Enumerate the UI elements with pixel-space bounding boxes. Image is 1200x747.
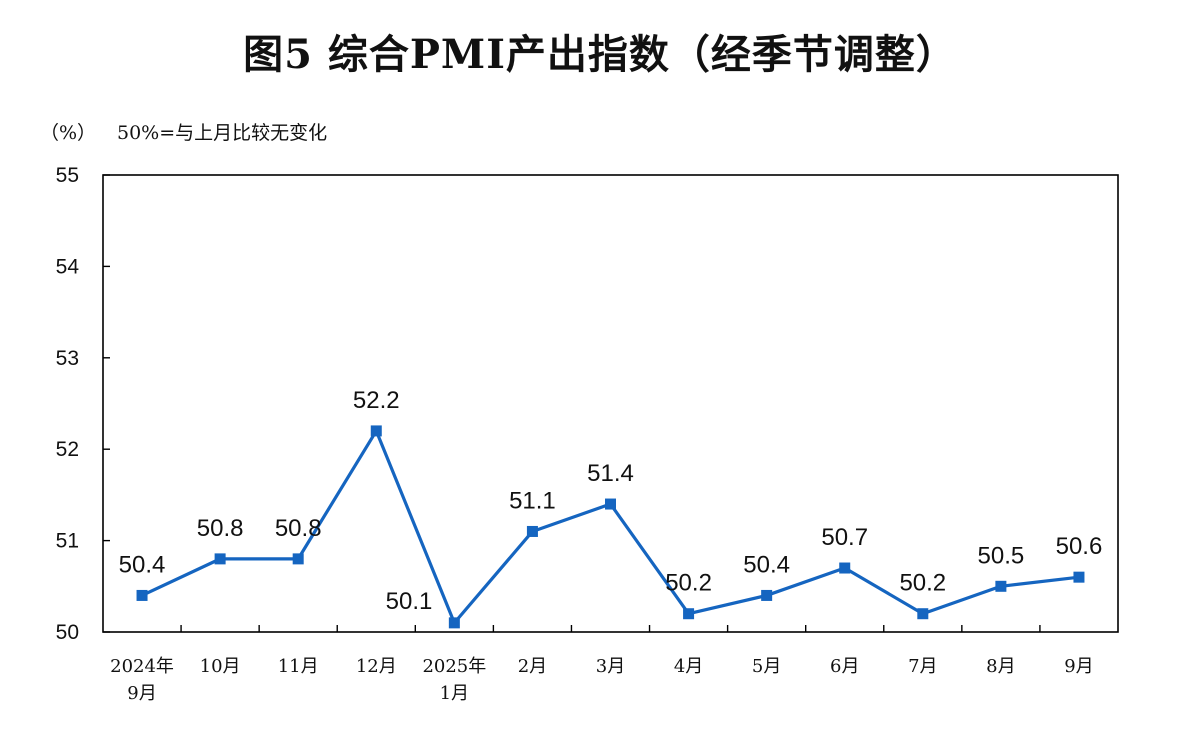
data-point-marker — [214, 553, 226, 565]
data-label: 51.4 — [587, 460, 634, 487]
data-point-marker — [292, 553, 304, 565]
plot-frame — [102, 174, 1119, 633]
data-label: 50.7 — [821, 524, 868, 551]
x-tick-label: 1月 — [440, 683, 469, 704]
data-label: 50.4 — [119, 551, 166, 578]
data-label: 50.2 — [665, 570, 712, 597]
x-tick-label: 4月 — [674, 656, 703, 677]
data-label: 52.2 — [353, 387, 400, 414]
y-tick-label: 53 — [56, 347, 79, 370]
data-label: 50.1 — [386, 588, 433, 615]
x-tick-label: 5月 — [752, 656, 781, 677]
data-point-marker — [839, 562, 851, 574]
x-tick-label: 8月 — [986, 656, 1015, 677]
data-label: 50.4 — [743, 551, 790, 578]
data-point-marker — [995, 580, 1007, 592]
data-point-marker — [370, 425, 382, 437]
data-point-marker — [448, 617, 460, 629]
x-tick-label: 9月 — [127, 683, 156, 704]
data-point-marker — [683, 608, 695, 620]
y-tick-label: 51 — [56, 530, 79, 553]
x-tick-label: 11月 — [278, 656, 319, 677]
x-tick-label: 2024年 — [110, 656, 174, 677]
data-point-marker — [605, 498, 616, 510]
x-tick-label: 10月 — [200, 656, 241, 677]
x-tick-label: 2月 — [518, 656, 547, 677]
y-tick-label: 55 — [56, 164, 79, 187]
chart-title: 图5 综合PMI产出指数（经季节调整） — [243, 31, 957, 78]
data-label: 50.2 — [899, 570, 946, 597]
data-point-marker — [1073, 571, 1085, 583]
x-tick-label: 3月 — [596, 656, 625, 677]
data-label: 50.8 — [275, 515, 322, 542]
x-tick-label: 7月 — [908, 656, 937, 677]
y-tick-label: 50 — [56, 621, 79, 644]
x-tick-label: 2025年 — [422, 656, 486, 677]
data-label: 50.5 — [978, 542, 1025, 569]
data-point-marker — [917, 608, 929, 620]
data-label: 50.8 — [197, 515, 244, 542]
data-point-marker — [761, 589, 773, 601]
x-tick-label: 12月 — [356, 656, 397, 677]
x-tick-label: 6月 — [830, 656, 859, 677]
data-label: 50.6 — [1056, 533, 1103, 560]
x-tick-label: 9月 — [1064, 656, 1093, 677]
y-axis-unit: （%） — [40, 122, 97, 144]
chart-note: 50%=与上月比较无变化 — [117, 122, 328, 144]
data-label: 51.1 — [509, 487, 556, 514]
data-point-marker — [526, 525, 538, 537]
y-tick-label: 54 — [56, 255, 80, 278]
data-point-marker — [136, 589, 148, 601]
y-tick-label: 52 — [56, 438, 79, 461]
